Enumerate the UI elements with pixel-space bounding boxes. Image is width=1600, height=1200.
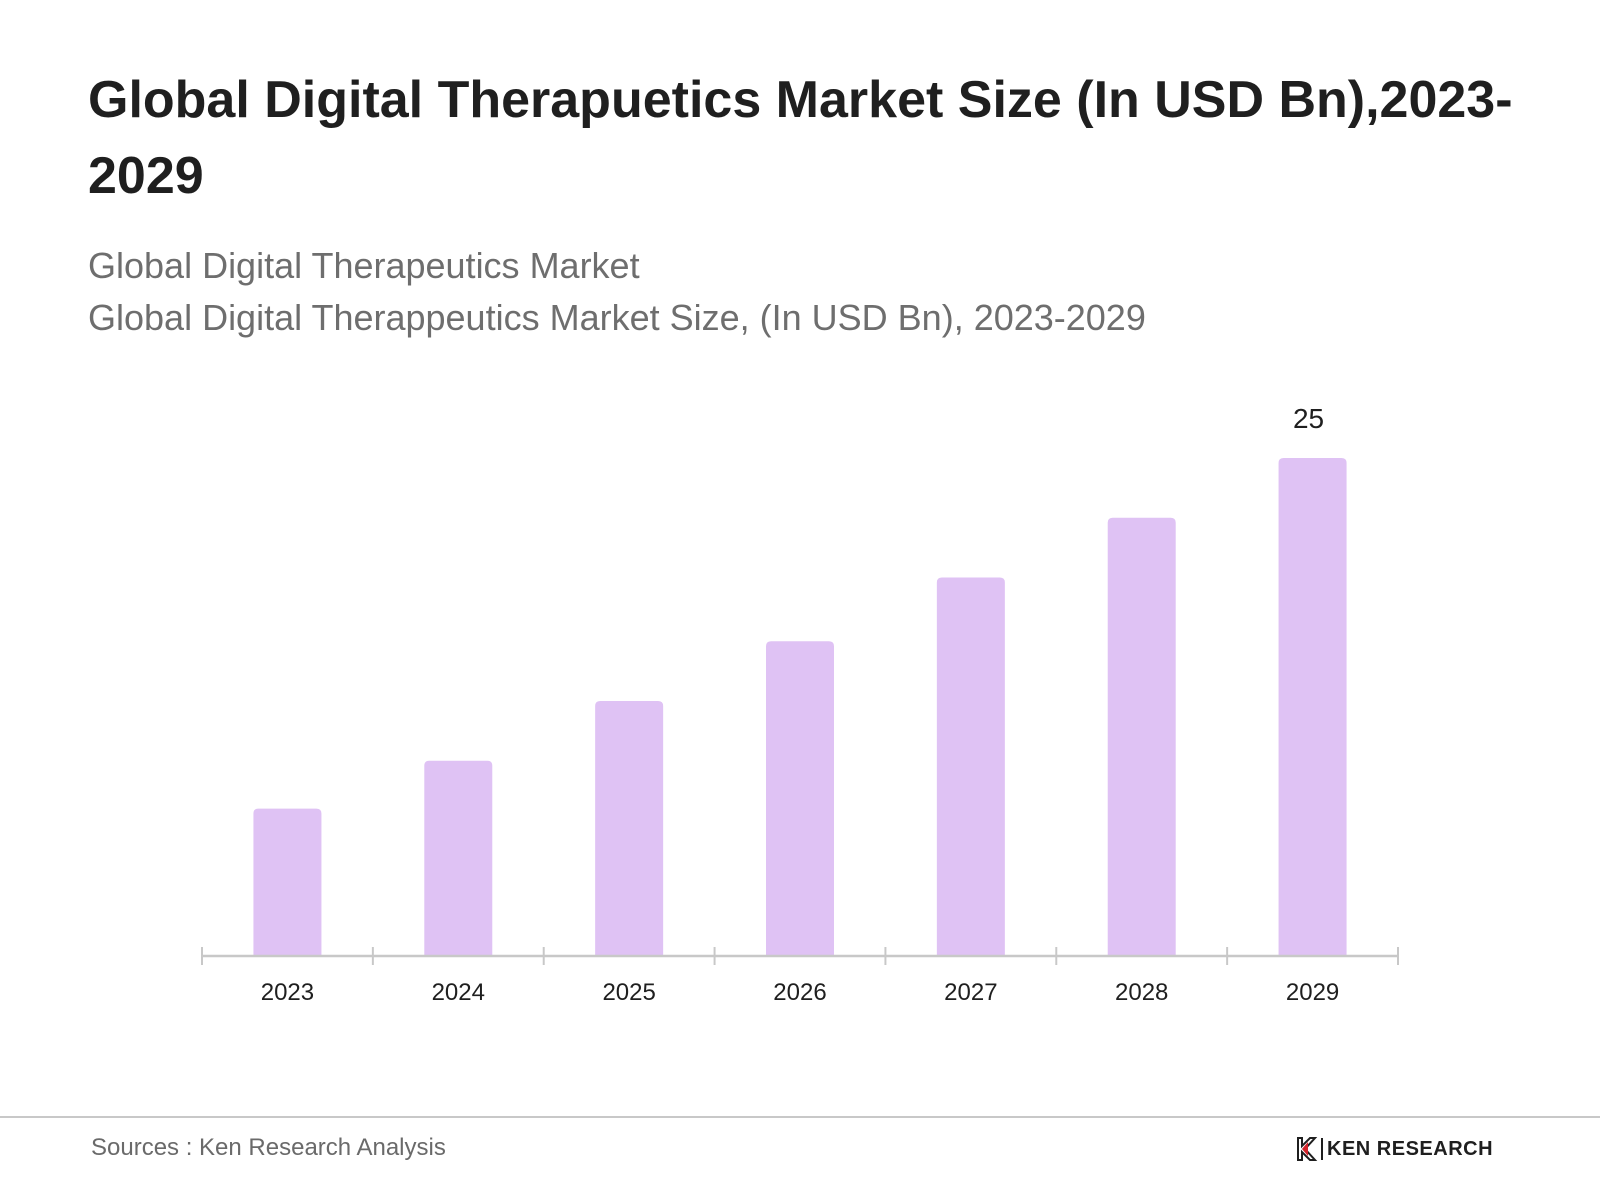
bar-2026 — [766, 641, 834, 956]
x-tick-label-2027: 2027 — [944, 979, 997, 1006]
chart-subtitle: Global Digital Therapeutics Market — [88, 245, 640, 286]
source-note: Sources : Ken Research Analysis — [91, 1134, 446, 1161]
x-tick-label-2024: 2024 — [432, 979, 485, 1006]
bar-chart: 2023 2024 2025 2026 2027 2028 2029 25 — [201, 403, 1399, 1006]
logo-separator — [1321, 1138, 1323, 1160]
x-tick-label-2028: 2028 — [1115, 979, 1168, 1006]
x-tick-label-2025: 2025 — [602, 979, 655, 1006]
footer-divider — [0, 1116, 1600, 1118]
bar-2028 — [1107, 517, 1176, 956]
ken-research-logo-icon — [1297, 1137, 1318, 1161]
x-tick-label-2023: 2023 — [261, 979, 314, 1006]
ken-research-logo: KEN RESEARCH — [1296, 1136, 1493, 1162]
bar-2025 — [595, 701, 664, 956]
bar-2024 — [424, 760, 493, 956]
chart-subtitle-detail: Global Digital Therappeutics Market Size… — [88, 297, 1146, 338]
bar-2027 — [936, 577, 1005, 956]
chart-title: Global Digital Therapuetics Market Size … — [88, 71, 1513, 205]
bar-2029 — [1278, 458, 1347, 956]
logo-text: KEN RESEARCH — [1327, 1137, 1494, 1160]
data-label-2029: 25 — [1293, 403, 1324, 434]
x-tick-label-2029: 2029 — [1286, 979, 1339, 1006]
x-tick-label-2026: 2026 — [773, 979, 826, 1006]
bar-2023 — [253, 808, 322, 956]
